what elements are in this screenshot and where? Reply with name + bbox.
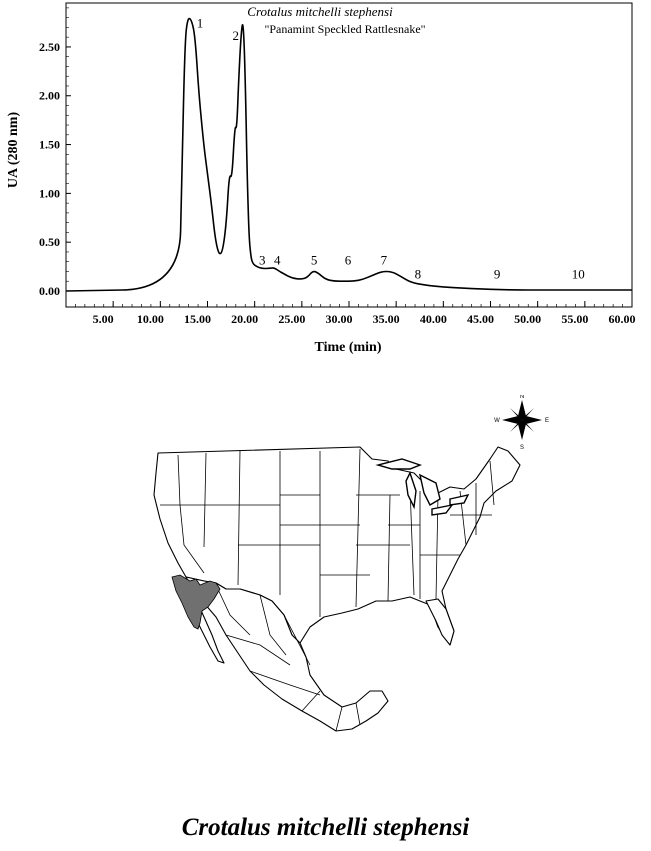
x-tick-label: 40.00: [420, 312, 447, 326]
chromatogram-series-line: [65, 17, 632, 292]
peak-label: 6: [345, 253, 352, 268]
x-tick-label: 20.00: [231, 312, 258, 326]
compass-south-label: S: [520, 445, 524, 451]
compass-east-label: E: [545, 418, 549, 424]
peak-label: 7: [381, 253, 388, 268]
peak-label: 4: [274, 253, 281, 268]
peak-label: 10: [572, 266, 585, 281]
x-tick-label: 5.00: [93, 312, 114, 326]
chart-subtitle: "Panamint Speckled Rattlesnake": [264, 22, 425, 36]
compass-north-label: N: [520, 395, 524, 400]
x-tick-label: 50.00: [514, 312, 541, 326]
chromatogram-chart: 5.00 10.00 15.00 20.00 25.00 30.00 35.00 40.00 4…: [6, 2, 636, 355]
y-tick-label: 1.50: [39, 138, 60, 152]
compass-west-label: W: [494, 418, 500, 424]
y-tick-label: 2.00: [39, 89, 60, 103]
x-tick-label: 25.00: [278, 312, 305, 326]
peak-label: 1: [197, 15, 204, 30]
x-tick-label: 55.00: [561, 312, 588, 326]
great-lakes: [375, 458, 470, 516]
florida: [425, 598, 455, 646]
x-tick-label: 15.00: [184, 312, 211, 326]
y-axis-title: UA (280 nm): [6, 112, 21, 189]
x-tick-label: 30.00: [326, 312, 353, 326]
y-tick-label: 2.50: [39, 40, 60, 54]
x-tick-label: 35.00: [373, 312, 400, 326]
internal-borders: [160, 448, 495, 732]
compass-rose-icon: N S E W: [494, 395, 549, 451]
x-axis-title: Time (min): [314, 340, 381, 355]
chart-title: Crotalus mitchelli stephensi: [247, 4, 393, 19]
peak-label: 5: [311, 253, 318, 268]
peak-label: 3: [259, 253, 266, 268]
x-tick-label: 45.00: [467, 312, 494, 326]
y-tick-label: 1.00: [39, 186, 60, 200]
y-tick-label: 0.50: [39, 235, 60, 249]
peak-label: 2: [233, 28, 240, 43]
x-tick-label: 60.00: [609, 312, 636, 326]
species-range-highlight: [171, 574, 221, 630]
usa-outline: [153, 446, 521, 646]
peak-label: 9: [494, 266, 501, 281]
mexico-outline: [185, 576, 389, 732]
species-caption: Crotalus mitchelli stephensi: [181, 814, 470, 841]
peak-label: 8: [415, 266, 422, 281]
north-america-range-map: N S E W: [153, 395, 549, 732]
y-tick-label: 0.00: [39, 284, 60, 298]
x-tick-label: 10.00: [137, 312, 164, 326]
